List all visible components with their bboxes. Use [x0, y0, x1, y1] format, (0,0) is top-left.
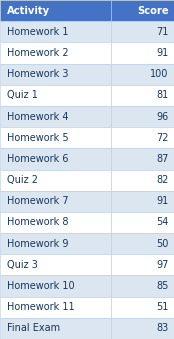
Text: 83: 83 [157, 323, 169, 333]
Bar [0, 318, 111, 339]
Bar [0, 254, 111, 275]
Bar [111, 85, 174, 106]
Text: Homework 4: Homework 4 [7, 112, 68, 121]
Text: Quiz 3: Quiz 3 [7, 260, 38, 270]
Text: 91: 91 [157, 48, 169, 58]
Text: 91: 91 [157, 196, 169, 206]
Bar [0, 297, 111, 318]
Bar [111, 318, 174, 339]
Text: 96: 96 [157, 112, 169, 121]
Bar [111, 42, 174, 64]
Bar [111, 0, 174, 21]
Text: 54: 54 [156, 218, 169, 227]
Bar [0, 127, 111, 148]
Text: 100: 100 [150, 69, 169, 79]
Text: Score: Score [137, 6, 169, 16]
Bar [0, 42, 111, 64]
Bar [111, 21, 174, 42]
Text: Homework 5: Homework 5 [7, 133, 69, 143]
Bar [0, 233, 111, 254]
Text: Homework 2: Homework 2 [7, 48, 69, 58]
Text: 87: 87 [156, 154, 169, 164]
Bar [0, 212, 111, 233]
Bar [0, 0, 111, 21]
Bar [0, 170, 111, 191]
Text: Activity: Activity [7, 6, 50, 16]
Bar [111, 233, 174, 254]
Text: Homework 8: Homework 8 [7, 218, 68, 227]
Bar [111, 297, 174, 318]
Text: Homework 11: Homework 11 [7, 302, 75, 312]
Bar [111, 170, 174, 191]
Text: Homework 3: Homework 3 [7, 69, 68, 79]
Text: 51: 51 [156, 302, 169, 312]
Bar [111, 127, 174, 148]
Bar [111, 64, 174, 85]
Text: Quiz 2: Quiz 2 [7, 175, 38, 185]
Bar [111, 275, 174, 297]
Bar [0, 191, 111, 212]
Bar [111, 212, 174, 233]
Text: Homework 10: Homework 10 [7, 281, 75, 291]
Bar [111, 148, 174, 170]
Text: 72: 72 [156, 133, 169, 143]
Text: 82: 82 [156, 175, 169, 185]
Text: Homework 9: Homework 9 [7, 239, 68, 248]
Bar [0, 106, 111, 127]
Text: Final Exam: Final Exam [7, 323, 60, 333]
Bar [0, 275, 111, 297]
Text: 50: 50 [156, 239, 169, 248]
Bar [111, 254, 174, 275]
Text: Quiz 1: Quiz 1 [7, 91, 38, 100]
Text: 97: 97 [156, 260, 169, 270]
Bar [0, 21, 111, 42]
Text: 81: 81 [157, 91, 169, 100]
Bar [0, 148, 111, 170]
Bar [0, 85, 111, 106]
Text: Homework 1: Homework 1 [7, 27, 68, 37]
Bar [111, 106, 174, 127]
Bar [0, 64, 111, 85]
Text: Homework 6: Homework 6 [7, 154, 68, 164]
Text: 85: 85 [156, 281, 169, 291]
Text: 71: 71 [156, 27, 169, 37]
Text: Homework 7: Homework 7 [7, 196, 69, 206]
Bar [111, 191, 174, 212]
